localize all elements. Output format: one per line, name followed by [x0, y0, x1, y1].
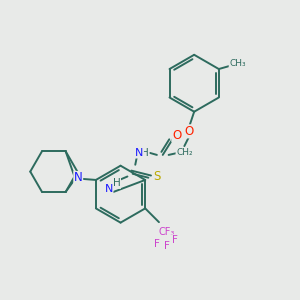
Text: F: F	[172, 235, 178, 245]
Text: CH₃: CH₃	[229, 58, 246, 68]
Text: CH₂: CH₂	[176, 148, 193, 158]
Text: H: H	[113, 178, 121, 188]
Text: F: F	[154, 239, 160, 249]
Text: N: N	[105, 184, 113, 194]
Text: N: N	[74, 172, 82, 184]
Text: O: O	[172, 129, 181, 142]
Text: N: N	[135, 148, 143, 158]
Text: F: F	[164, 241, 170, 251]
Text: CF₃: CF₃	[159, 227, 175, 237]
Text: O: O	[184, 125, 194, 138]
Text: H: H	[141, 148, 149, 158]
Text: S: S	[153, 170, 161, 183]
